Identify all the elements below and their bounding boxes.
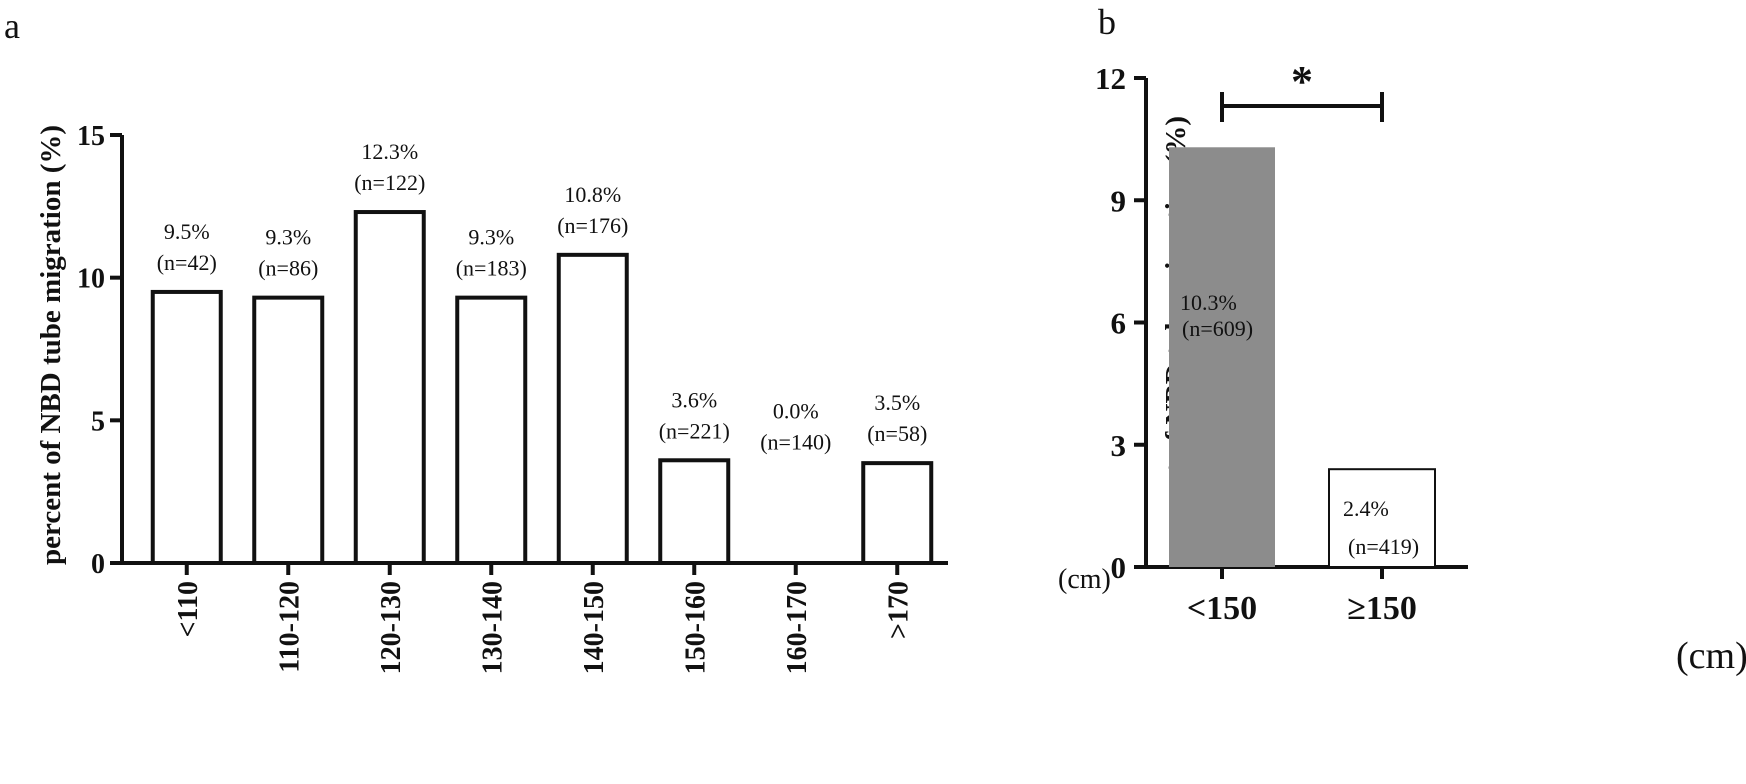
panel-a-value-label: 12.3% xyxy=(361,139,418,164)
panel-b-y-tick-label: 3 xyxy=(1111,428,1127,463)
panel-a-bar xyxy=(150,289,223,565)
panel-b-bar-chart: b percent of NBD tube migration (%) 0369… xyxy=(1095,2,1746,677)
panel-a-n-label: (n=140) xyxy=(760,430,831,455)
panel-a-n-label: (n=42) xyxy=(157,250,217,275)
panel-b-x-tick-label: <150 xyxy=(1187,590,1257,627)
panel-a-bar xyxy=(556,252,629,565)
panel-a-bars xyxy=(150,210,934,565)
panel-a-x-ticks: <110 110-120 120-130 130-140 140-150 150-160 1… xyxy=(173,563,914,674)
panel-a-n-label: (n=86) xyxy=(258,256,318,281)
panel-a-value-label: 9.5% xyxy=(164,219,210,244)
panel-b-value-label: 2.4% xyxy=(1343,496,1389,521)
panel-a-x-tick-label: 140-150 xyxy=(579,581,610,674)
panel-b-x-tick-label: ≥150 xyxy=(1347,590,1417,627)
panel-a-n-label: (n=176) xyxy=(557,213,628,238)
panel-b-n-label: (n=419) xyxy=(1348,534,1419,559)
panel-b-n-label: (n=609) xyxy=(1182,316,1253,341)
panel-b-y-tick-label: 6 xyxy=(1111,306,1127,341)
panel-b-unit-label: (cm) xyxy=(1676,635,1746,677)
panel-a-x-tick-label: 150-160 xyxy=(680,581,711,674)
panel-a-data-labels: 9.5% (n=42) 9.3% (n=86) 12.3% (n=122) 9.3% (n=1… xyxy=(157,139,928,455)
panel-a-bar xyxy=(861,461,934,565)
panel-a-x-tick-label: 120-130 xyxy=(376,581,407,674)
panel-a-bar xyxy=(455,295,528,565)
panel-b-y-tick-label: 9 xyxy=(1111,183,1127,218)
panel-a-x-tick-label: >170 xyxy=(883,581,914,639)
panel-b-data-labels: 10.3%(n=609) 2.4% (n=419) xyxy=(1180,290,1419,559)
panel-a-y-tick-label: 10 xyxy=(77,264,105,295)
panel-b-value-label: 10.3% xyxy=(1180,290,1237,315)
panel-a-label: a xyxy=(4,6,20,46)
panel-b-bars xyxy=(1169,147,1436,569)
panel-a-n-label: (n=221) xyxy=(659,418,730,443)
panel-b-y-tick-label: 0 xyxy=(1111,550,1127,585)
panel-a-value-label: 9.3% xyxy=(265,225,311,250)
panel-a-value-label: 3.6% xyxy=(671,387,717,412)
panel-b-label: b xyxy=(1098,2,1116,42)
panel-b-y-ticks: 0 3 6 9 12 xyxy=(1095,61,1146,585)
panel-a-x-tick-label: 160-170 xyxy=(782,581,813,674)
panel-a-value-label: 3.5% xyxy=(874,390,920,415)
panel-b-significance-marker: * xyxy=(1291,57,1313,106)
panel-b-significance-bracket: * xyxy=(1220,57,1384,122)
panel-a-bar xyxy=(252,295,325,565)
panel-a-y-ticks: 0 5 10 15 xyxy=(77,121,122,580)
panel-b-bar xyxy=(1169,147,1275,567)
panel-a-y-tick-label: 15 xyxy=(77,121,105,152)
panel-b-y-tick-label: 12 xyxy=(1095,61,1126,96)
panel-a-n-label: (n=122) xyxy=(354,170,425,195)
panel-a-y-tick-label: 0 xyxy=(91,549,105,580)
panel-a-value-label: 0.0% xyxy=(773,399,819,424)
panel-a-x-tick-label: 130-140 xyxy=(477,581,508,674)
panel-a-unit-label: (cm) xyxy=(1058,564,1111,595)
panel-a-x-tick-label: <110 xyxy=(173,581,204,637)
panel-a-axes xyxy=(120,135,948,565)
panel-a-y-tick-label: 5 xyxy=(91,406,105,437)
panel-a-n-label: (n=183) xyxy=(456,256,527,281)
panel-b-x-ticks: <150 ≥150 xyxy=(1187,567,1417,627)
panel-a-x-tick-label: 110-120 xyxy=(274,581,305,673)
panel-a-bar xyxy=(353,210,426,565)
panel-a-value-label: 9.3% xyxy=(468,225,514,250)
panel-a-value-label: 10.8% xyxy=(564,182,621,207)
panel-b-bar xyxy=(1328,468,1436,569)
panel-a-n-label: (n=58) xyxy=(867,421,927,446)
panel-a-bar-chart: a percent of NBD tube migration (%) 0 5 10… xyxy=(4,6,1111,674)
panel-a-y-axis-label: percent of NBD tube migration (%) xyxy=(35,125,67,565)
panel-a-bar xyxy=(658,458,731,565)
